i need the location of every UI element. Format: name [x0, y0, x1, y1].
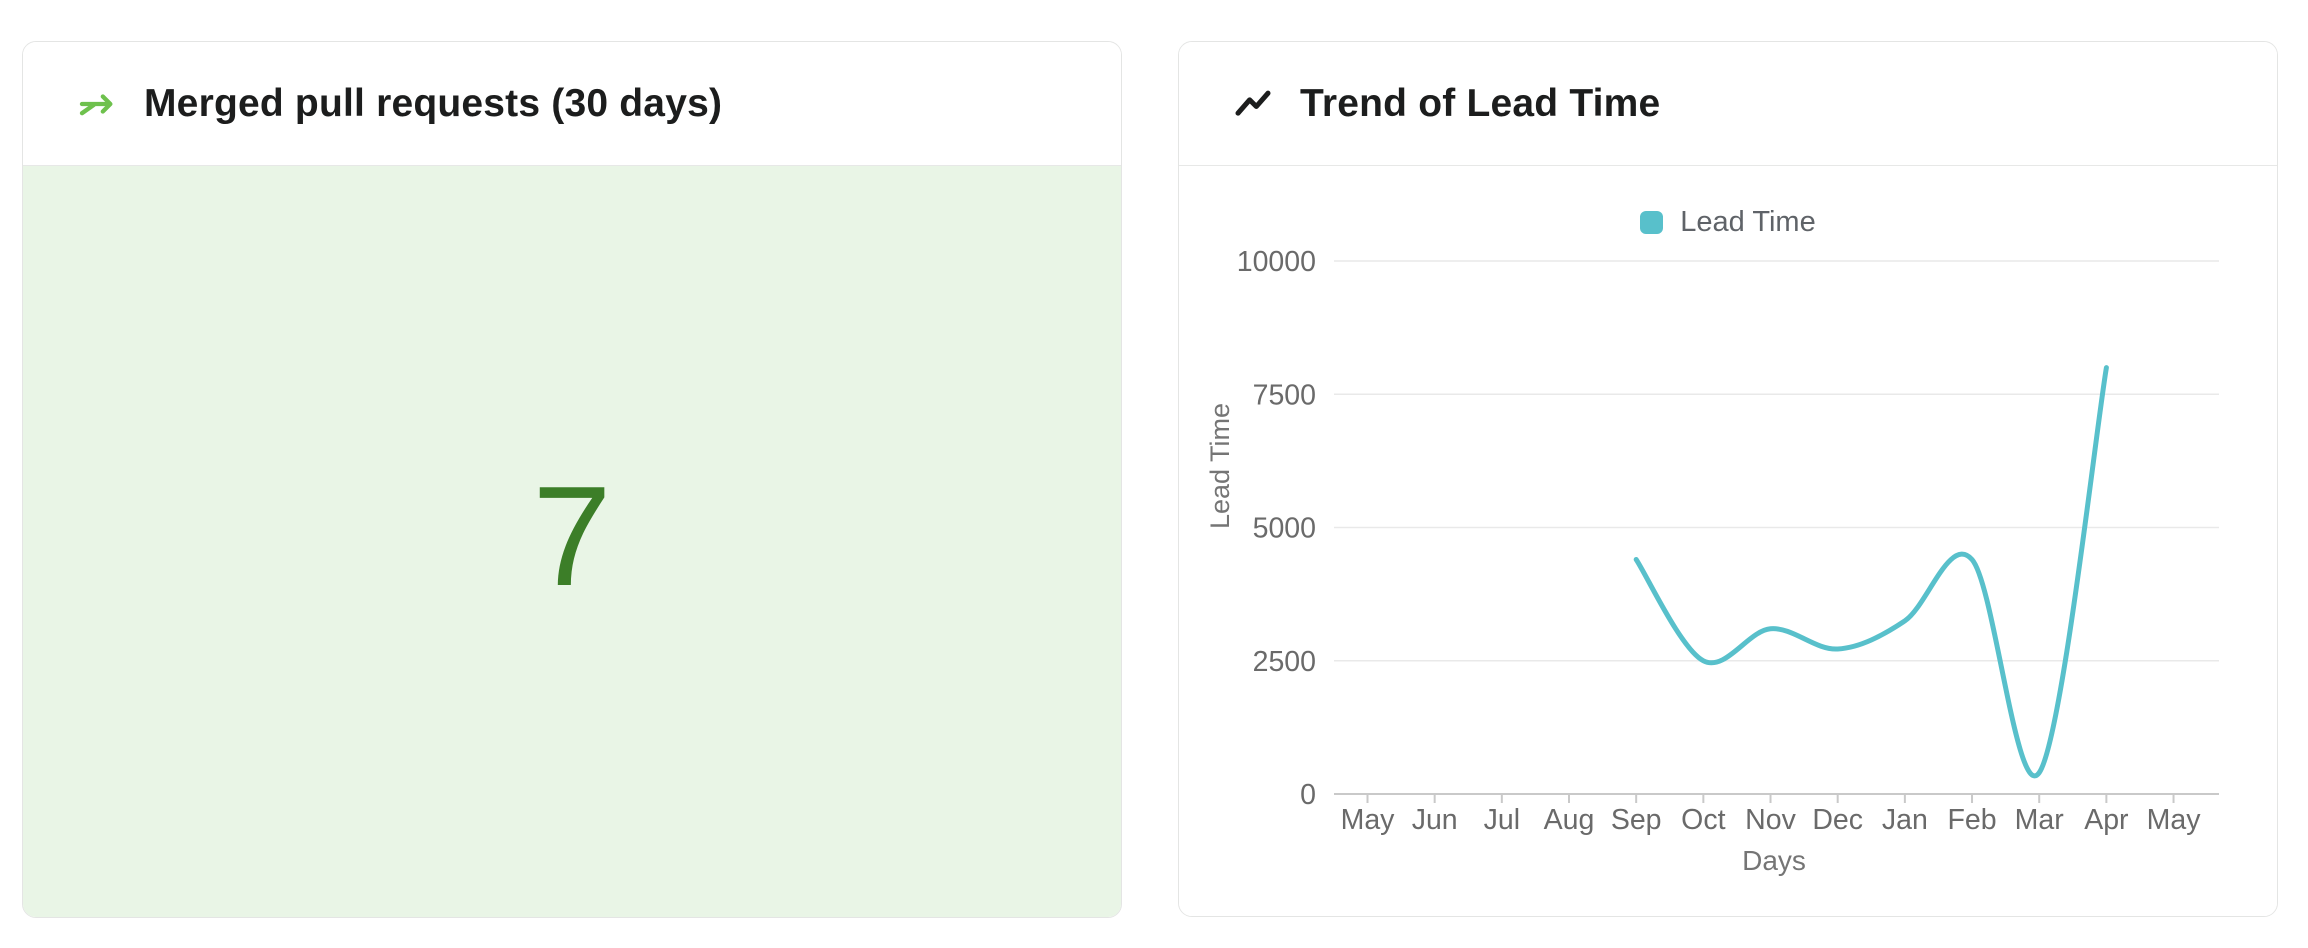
- y-tick-label: 7500: [1253, 379, 1316, 411]
- merged-pull-requests-body: 7: [23, 166, 1121, 917]
- x-tick-label: May: [2147, 804, 2202, 836]
- lead-time-trend-header: Trend of Lead Time: [1179, 42, 2277, 166]
- x-tick-label: Sep: [1611, 804, 1662, 836]
- legend-swatch-lead-time[interactable]: [1640, 211, 1664, 234]
- y-tick-label: 10000: [1237, 246, 1316, 278]
- x-tick-label: Dec: [1812, 804, 1863, 836]
- trending-up-icon: [1235, 90, 1271, 116]
- lead-time-trend-title: Trend of Lead Time: [1300, 81, 1661, 125]
- lead-time-series-line[interactable]: [1633, 365, 2109, 779]
- legend-label-lead-time[interactable]: Lead Time: [1680, 206, 1816, 238]
- x-tick-label: Mar: [2015, 804, 2065, 836]
- x-tick-label: Jun: [1412, 804, 1458, 836]
- x-tick-label: May: [1341, 804, 1396, 836]
- merged-pull-requests-value: 7: [532, 456, 612, 616]
- x-tick-label: Apr: [2084, 804, 2129, 836]
- y-axis-title: Lead Time: [1205, 403, 1235, 529]
- lead-time-chart-area: Lead Time 0 2500 5000 7500 10000 May Jun Jul Aug…: [1179, 166, 2277, 916]
- x-tick-label: Nov: [1745, 804, 1796, 836]
- lead-time-trend-card: Trend of Lead Time Lead Time 0 2500 5000 75…: [1178, 41, 2278, 917]
- chart-legend[interactable]: Lead Time: [1179, 206, 2277, 239]
- y-tick-label: 5000: [1253, 513, 1316, 545]
- merged-pull-requests-title: Merged pull requests (30 days): [144, 81, 723, 125]
- merged-pull-requests-header: Merged pull requests (30 days): [23, 42, 1121, 166]
- y-tick-label: 0: [1300, 779, 1316, 811]
- x-tick-label: Aug: [1544, 804, 1595, 836]
- x-tick-label: Jan: [1882, 804, 1928, 836]
- merge-arrow-icon: [79, 93, 113, 115]
- y-tick-label: 2500: [1253, 646, 1316, 678]
- x-tick-label: Feb: [1947, 804, 1996, 836]
- x-tick-label: Jul: [1484, 804, 1520, 836]
- lead-time-line-chart: 0 2500 5000 7500 10000 May Jun Jul Aug Sep Oct Nov D…: [1205, 246, 2219, 876]
- x-tick-label: Oct: [1681, 804, 1725, 836]
- merged-pull-requests-card: Merged pull requests (30 days) 7: [22, 41, 1122, 918]
- x-axis-title: Days: [1742, 845, 1806, 876]
